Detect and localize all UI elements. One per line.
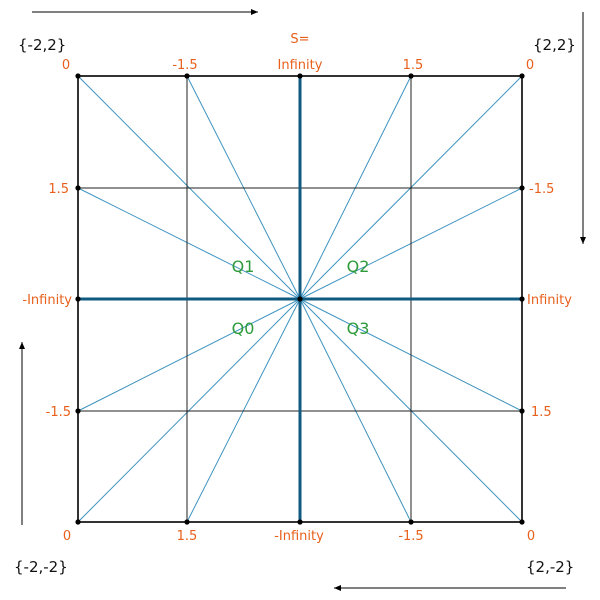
quadrant-label-q3: Q3 (347, 319, 370, 338)
top-label-mid-left: -1.5 (172, 58, 197, 73)
top-label-center-line1: S= (290, 32, 309, 47)
node-dot (519, 519, 525, 525)
corner-label-bottom-left: {-2,-2} (14, 558, 68, 576)
corner-label-top-right: {2,2} (533, 36, 576, 54)
right-label-lower: 1.5 (531, 405, 552, 420)
node-dot (184, 73, 190, 79)
node-dot (297, 519, 303, 525)
ray-line (77, 187, 301, 300)
bottom-label-right: 0 (527, 529, 535, 544)
quadrant-label-q2: Q2 (347, 257, 370, 276)
top-label-right: 0 (526, 58, 534, 73)
nodes (75, 73, 525, 525)
node-dot (519, 296, 525, 302)
node-dot (75, 408, 81, 414)
left-label-middle: -Infinity (22, 293, 72, 308)
node-dot (75, 73, 81, 79)
bottom-label-mid-left: 1.5 (177, 529, 198, 544)
left-label-lower: -1.5 (46, 405, 71, 420)
right-label-middle: Infinity (527, 293, 572, 308)
node-dot (519, 73, 525, 79)
ray-line (77, 298, 301, 412)
right-label-upper: -1.5 (529, 182, 554, 197)
top-label-center-line2: Infinity (278, 58, 323, 73)
node-dot (519, 185, 525, 191)
quadrant-label-q0: Q0 (232, 319, 255, 338)
node-dot (297, 73, 303, 79)
left-label-upper: 1.5 (48, 182, 69, 197)
node-dot (75, 185, 81, 191)
node-dot (408, 73, 414, 79)
top-label-mid-right: 1.5 (403, 58, 424, 73)
node-dot (408, 519, 414, 525)
top-label-left: 0 (62, 58, 70, 73)
node-dot (297, 296, 303, 302)
node-dot (75, 296, 81, 302)
node-dot (184, 519, 190, 525)
node-dot (75, 519, 81, 525)
bottom-label-center: -Infinity (274, 529, 324, 544)
corner-label-bottom-right: {2,-2} (526, 558, 574, 576)
node-dot (519, 408, 525, 414)
corner-label-top-left: {-2,2} (18, 36, 66, 54)
bottom-label-mid-right: -1.5 (398, 529, 423, 544)
bottom-label-left: 0 (63, 529, 71, 544)
quadrant-label-q1: Q1 (232, 257, 255, 276)
